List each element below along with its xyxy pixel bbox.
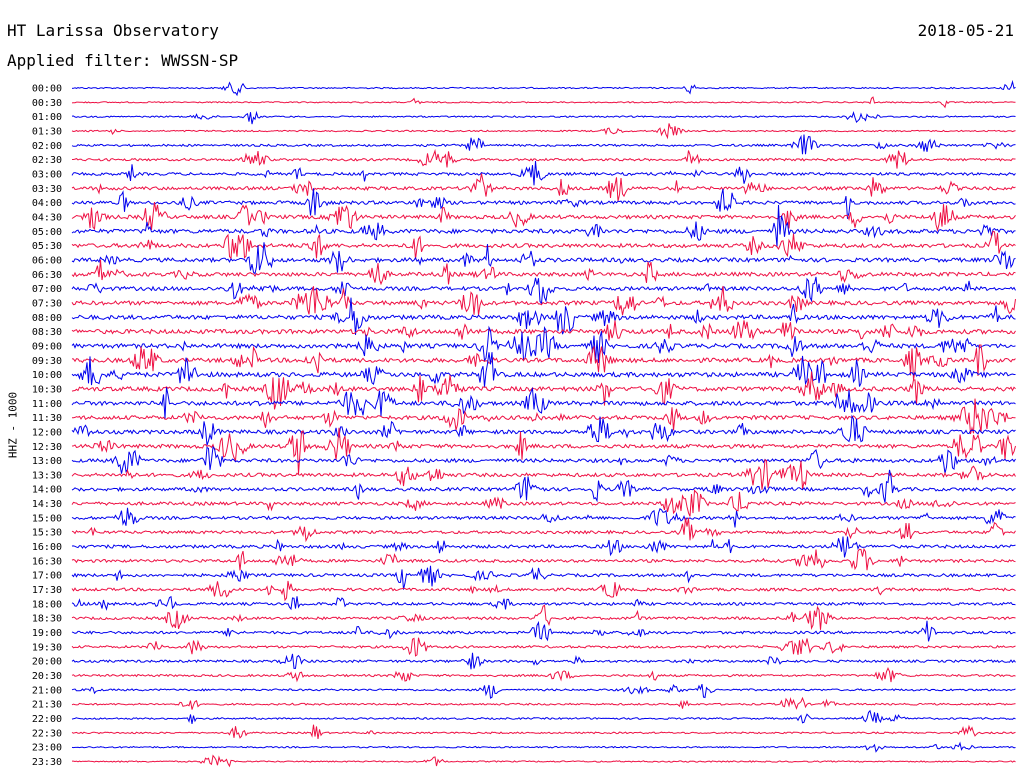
row-label: 08:00 <box>32 313 62 324</box>
row-label: 04:00 <box>32 198 62 209</box>
seismogram-trace <box>71 536 1016 558</box>
row-label: 02:30 <box>32 155 62 166</box>
row-label: 12:00 <box>32 427 62 438</box>
row-label: 15:30 <box>32 528 62 539</box>
seismogram-trace <box>71 604 1016 631</box>
seismogram-trace <box>71 637 1016 657</box>
seismogram-trace <box>71 547 1016 571</box>
seismogram-trace <box>72 754 1016 768</box>
seismogram-trace <box>71 489 1016 517</box>
row-label: 14:00 <box>32 485 62 496</box>
seismogram-trace <box>71 724 1016 739</box>
seismogram-trace <box>71 285 1016 316</box>
seismogram-trace <box>71 565 1016 590</box>
row-label: 22:00 <box>32 714 62 725</box>
row-label: 09:00 <box>32 341 62 352</box>
row-label: 09:30 <box>32 356 62 367</box>
seismogram-trace <box>71 427 1016 475</box>
seismogram-trace <box>71 134 1016 155</box>
seismogram-trace <box>72 148 1016 169</box>
seismogram-trace <box>71 445 1016 474</box>
seismogram-trace <box>71 517 1016 543</box>
row-label: 14:30 <box>32 499 62 510</box>
seismogram-trace <box>71 386 1016 419</box>
seismogram-trace <box>71 202 1016 233</box>
seismogram-trace <box>71 469 1016 503</box>
row-label: 12:30 <box>32 442 62 453</box>
seismogram-trace <box>71 459 1016 490</box>
row-label: 05:00 <box>32 227 62 238</box>
row-label: 20:30 <box>32 671 62 682</box>
row-label: 01:30 <box>32 126 62 137</box>
row-label: 16:30 <box>32 556 62 567</box>
row-label: 23:00 <box>32 743 62 754</box>
seismogram-trace <box>71 160 1016 186</box>
row-label: 21:00 <box>32 685 62 696</box>
seismogram-trace <box>71 414 1016 446</box>
seismogram-trace <box>71 297 1016 335</box>
seismogram-trace <box>71 683 1016 699</box>
seismogram-trace <box>71 652 1016 670</box>
seismogram-trace <box>71 580 1016 602</box>
row-label: 15:00 <box>32 513 62 524</box>
row-label: 07:30 <box>32 298 62 309</box>
row-label: 06:00 <box>32 255 62 266</box>
row-label: 18:00 <box>32 599 62 610</box>
row-label: 19:00 <box>32 628 62 639</box>
row-label: 13:30 <box>32 470 62 481</box>
seismogram-trace <box>71 242 1016 275</box>
seismogram-trace <box>71 79 1016 97</box>
row-label: 08:30 <box>32 327 62 338</box>
row-label: 19:30 <box>32 642 62 653</box>
filter-label: Applied filter: WWSSN-SP <box>7 51 239 70</box>
seismogram-trace <box>71 371 1016 410</box>
row-label: 21:30 <box>32 700 62 711</box>
seismogram-trace <box>71 595 1016 611</box>
row-label: 00:00 <box>32 84 62 95</box>
row-label: 01:00 <box>32 112 62 123</box>
seismogram-trace <box>71 276 1016 305</box>
row-label: 13:00 <box>32 456 62 467</box>
row-label: 02:00 <box>32 141 62 152</box>
row-label: 17:00 <box>32 571 62 582</box>
row-label: 11:00 <box>32 399 62 410</box>
seismogram-trace <box>71 620 1016 642</box>
seismogram-trace <box>71 173 1016 202</box>
row-label: 10:30 <box>32 384 62 395</box>
row-label: 11:30 <box>32 413 62 424</box>
seismogram-trace <box>71 96 1016 109</box>
seismogram-trace <box>71 344 1016 380</box>
row-label: 03:30 <box>32 184 62 195</box>
seismogram-trace <box>71 123 1016 140</box>
seismogram-trace <box>71 188 1016 219</box>
row-label: 10:00 <box>32 370 62 381</box>
row-label: 06:30 <box>32 270 62 281</box>
row-label: 23:30 <box>32 757 62 768</box>
row-label: 00:30 <box>32 98 62 109</box>
seismogram-trace <box>72 398 1016 435</box>
row-label: 22:30 <box>32 728 62 739</box>
seismogram-trace <box>71 230 1016 261</box>
seismogram-trace <box>71 259 1016 286</box>
seismogram-trace <box>71 696 1016 710</box>
seismogram-trace <box>71 666 1016 683</box>
row-label: 07:00 <box>32 284 62 295</box>
row-label: 16:00 <box>32 542 62 553</box>
row-label: 05:30 <box>32 241 62 252</box>
seismogram-trace <box>71 352 1016 387</box>
station-title: HT Larissa Observatory <box>7 21 219 40</box>
row-label: 04:30 <box>32 212 62 223</box>
seismogram-trace <box>71 204 1016 247</box>
date-label: 2018-05-21 <box>917 21 1014 40</box>
row-label: 20:00 <box>32 657 62 668</box>
row-label: 17:30 <box>32 585 62 596</box>
seismogram-trace <box>71 709 1016 724</box>
seismogram-trace <box>71 325 1016 364</box>
row-label: 03:00 <box>32 169 62 180</box>
seismogram-trace <box>71 507 1016 528</box>
row-label: 18:30 <box>32 614 62 625</box>
seismogram-trace <box>71 741 1016 753</box>
seismogram-trace <box>71 110 1016 125</box>
